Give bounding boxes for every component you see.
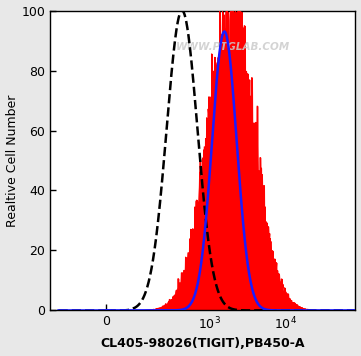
X-axis label: CL405-98026(TIGIT),PB450-A: CL405-98026(TIGIT),PB450-A <box>100 337 305 350</box>
Text: WWW.PTGLAB.COM: WWW.PTGLAB.COM <box>176 42 290 52</box>
Y-axis label: Realtive Cell Number: Realtive Cell Number <box>5 94 18 227</box>
